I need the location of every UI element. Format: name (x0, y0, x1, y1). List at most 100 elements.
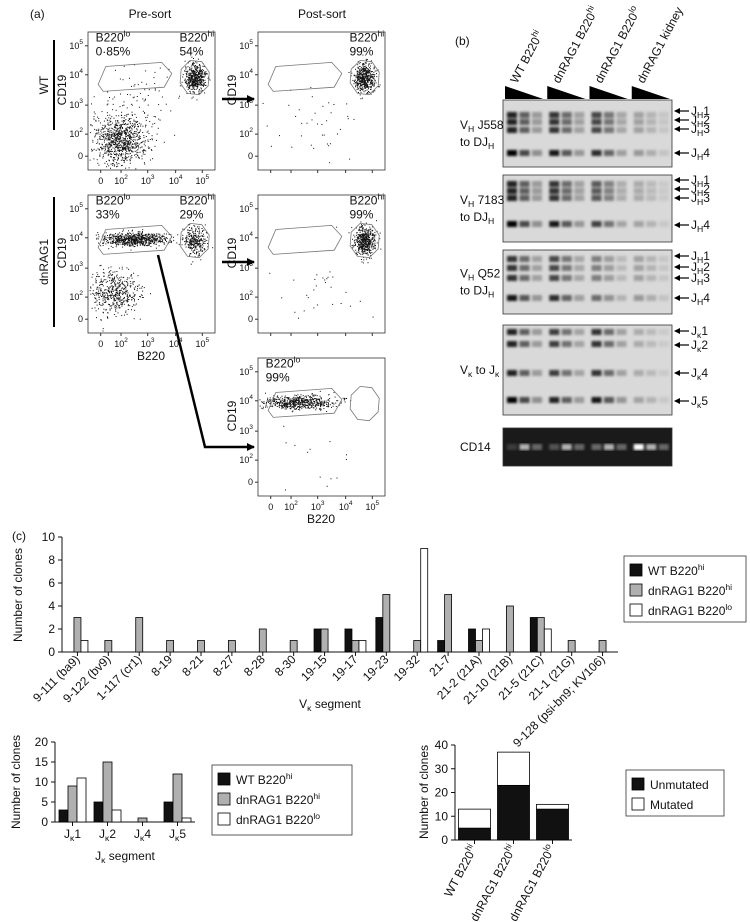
band (532, 150, 542, 156)
band (532, 221, 542, 227)
event-dot (373, 85, 374, 86)
event-dot (106, 138, 107, 139)
event-dot (133, 125, 134, 126)
event-dot (186, 238, 187, 239)
event-dot (312, 96, 313, 97)
event-dot (126, 267, 127, 268)
event-dot (196, 79, 197, 80)
band (574, 221, 584, 227)
event-dot (194, 75, 195, 76)
event-dot (280, 397, 281, 398)
event-dot (195, 248, 196, 249)
event-dot (271, 406, 272, 407)
event-dot (365, 70, 366, 71)
event-dot (125, 312, 126, 313)
event-dot (119, 295, 120, 296)
event-dot (364, 66, 365, 67)
event-dot (313, 396, 314, 397)
event-dot (136, 147, 137, 148)
event-dot (346, 459, 347, 460)
event-dot (141, 142, 142, 143)
event-dot (97, 287, 98, 288)
event-dot (297, 397, 298, 398)
event-dot (313, 404, 314, 405)
event-dot (112, 243, 113, 244)
event-dot (364, 231, 365, 232)
event-dot (99, 285, 100, 286)
event-dot (357, 246, 358, 247)
event-dot (136, 133, 137, 134)
band (634, 195, 644, 201)
event-dot (144, 137, 145, 138)
event-dot (117, 298, 118, 299)
event-dot (103, 312, 104, 313)
blot-label-part: H (488, 216, 494, 226)
event-dot (363, 77, 364, 78)
event-dot (109, 295, 110, 296)
event-dot (105, 138, 106, 139)
event-dot (115, 123, 116, 124)
event-dot (291, 407, 292, 408)
event-dot (130, 285, 131, 286)
event-dot (289, 402, 290, 403)
event-dot (105, 133, 106, 134)
event-dot (132, 115, 133, 116)
event-dot (336, 400, 337, 401)
event-dot (357, 80, 358, 81)
event-dot (114, 290, 115, 291)
band (604, 221, 614, 227)
event-dot (264, 401, 265, 402)
event-dot (122, 157, 123, 158)
event-dot (122, 283, 123, 284)
event-dot (103, 304, 104, 305)
event-dot (171, 241, 172, 242)
event-dot (313, 405, 314, 406)
event-dot (358, 88, 359, 89)
event-dot (107, 298, 108, 299)
event-dot (133, 296, 134, 297)
event-dot (324, 135, 325, 136)
event-dot (198, 81, 199, 82)
event-dot (379, 86, 380, 87)
event-dot (361, 227, 362, 228)
event-dot (131, 236, 132, 237)
event-dot (140, 126, 141, 127)
event-dot (361, 259, 362, 260)
event-dot (357, 77, 358, 78)
event-dot (139, 123, 140, 124)
event-dot (152, 240, 153, 241)
event-dot (191, 77, 192, 78)
event-dot (367, 73, 368, 74)
event-dot (366, 253, 367, 254)
event-dot (129, 243, 130, 244)
event-dot (201, 73, 202, 74)
dilution-wedge (547, 86, 585, 99)
event-dot (295, 116, 296, 117)
event-dot (297, 406, 298, 407)
event-dot (326, 403, 327, 404)
event-dot (372, 235, 373, 236)
event-dot (127, 296, 128, 297)
event-dot (136, 239, 137, 240)
gate (350, 386, 379, 420)
event-dot (148, 95, 149, 96)
event-dot (102, 148, 103, 149)
event-dot (123, 289, 124, 290)
event-dot (117, 288, 118, 289)
event-dot (99, 143, 100, 144)
event-dot (116, 166, 117, 167)
event-dot (125, 123, 126, 124)
event-dot (328, 405, 329, 406)
row-label: WT (37, 75, 51, 94)
event-dot (188, 244, 189, 245)
event-dot (114, 154, 115, 155)
event-dot (100, 153, 101, 154)
event-dot (95, 279, 96, 280)
band (617, 221, 627, 227)
y-tick-label-part: 5 (79, 39, 83, 46)
event-dot (355, 69, 356, 70)
y-tick-label: 0 (78, 314, 83, 324)
event-dot (120, 301, 121, 302)
event-dot (134, 127, 135, 128)
event-dot (137, 96, 138, 97)
